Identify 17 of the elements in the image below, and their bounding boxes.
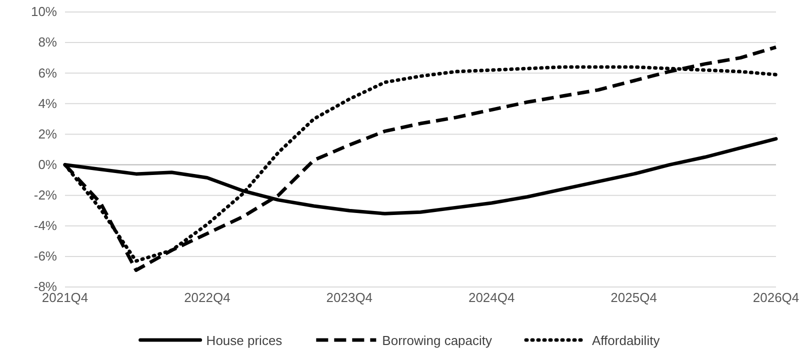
x-tick-label: 2025Q4 (610, 290, 657, 306)
y-tick-label: 10% (30, 4, 58, 20)
x-tick-label: 2022Q4 (184, 290, 230, 306)
legend-label: Borrowing capacity (382, 333, 493, 348)
legend-label: Affordability (592, 333, 660, 348)
x-tick-label: 2026Q4 (752, 290, 800, 306)
y-tick-label: 6% (38, 65, 58, 80)
y-tick-label: 4% (38, 96, 58, 111)
y-tick-label: 0% (38, 156, 58, 172)
legend-label: House prices (206, 333, 283, 348)
y-tick-label: 8% (38, 34, 58, 50)
y-tick-label: -6% (34, 248, 58, 264)
x-tick-label: 2024Q4 (468, 290, 515, 306)
y-tick-label: 2% (38, 126, 58, 142)
y-tick-label: -4% (34, 218, 58, 234)
x-tick-label: 2023Q4 (326, 290, 373, 306)
y-tick-label: -2% (34, 187, 58, 202)
